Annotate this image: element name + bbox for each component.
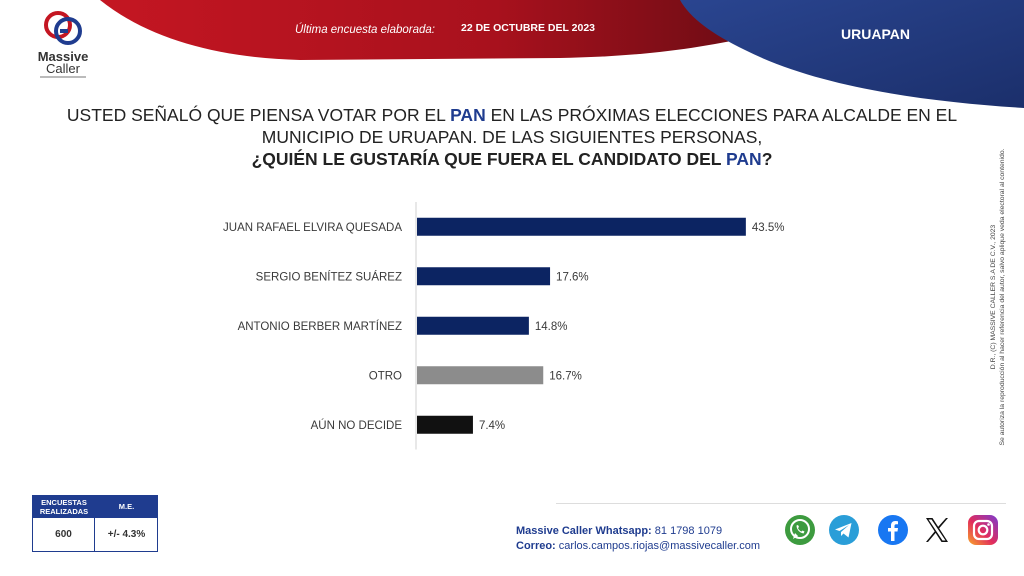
category-label: AÚN NO DECIDE <box>311 419 403 432</box>
legal-line-1: D.R., (C) MASSIVE CALLER S.A DE C.V., 20… <box>990 224 997 370</box>
legal-notice: D.R., (C) MASSIVE CALLER S.A DE C.V., 20… <box>988 112 1008 482</box>
massive-caller-logo: Massive Caller <box>28 10 98 80</box>
logo-underline <box>40 76 86 78</box>
question-line-1: USTED SEÑALÓ QUE PIENSA VOTAR POR EL PAN… <box>66 105 958 125</box>
email-contact: Correo: carlos.campos.riojas@massivecall… <box>516 540 761 552</box>
survey-question: USTED SEÑALÓ QUE PIENSA VOTAR POR EL PAN… <box>40 104 984 170</box>
whatsapp-number[interactable]: 81 1798 1079 <box>654 525 723 537</box>
bar <box>417 217 746 236</box>
logo-name-line2: Caller <box>46 61 80 76</box>
x-icon[interactable] <box>921 514 953 546</box>
party-highlight: PAN <box>726 149 762 169</box>
category-label: ANTONIO BERBER MARTÍNEZ <box>238 320 402 333</box>
stats-header-surveys: ENCUESTAS REALIZADAS <box>33 496 95 518</box>
bar <box>417 366 544 385</box>
facebook-icon[interactable] <box>877 514 909 546</box>
whatsapp-icon[interactable] <box>784 514 816 546</box>
instagram-icon[interactable] <box>967 514 999 546</box>
question-line-2: MUNICIPIO DE URUAPAN. DE LAS SIGUIENTES … <box>261 127 763 147</box>
party-highlight: PAN <box>450 105 486 125</box>
value-label: 43.5% <box>752 222 785 234</box>
red-banner <box>100 0 760 60</box>
logo-name-line1: Massive <box>37 49 89 64</box>
bar <box>417 267 551 286</box>
bar <box>417 316 529 335</box>
stats-header-margin: M.E. <box>95 496 158 518</box>
value-label: 17.6% <box>556 271 589 283</box>
survey-stats-table: ENCUESTAS REALIZADAS M.E. 600 +/- 4.3% <box>32 495 158 552</box>
survey-date-label: Última encuesta elaborada: <box>295 24 435 36</box>
category-label: JUAN RAFAEL ELVIRA QUESADA <box>223 222 402 234</box>
value-label: 16.7% <box>549 370 582 382</box>
stats-value-surveys: 600 <box>33 518 95 551</box>
footer-divider <box>556 503 1006 504</box>
telegram-icon[interactable] <box>828 514 860 546</box>
category-label: OTRO <box>369 370 402 382</box>
bar <box>417 415 473 434</box>
whatsapp-contact: Massive Caller Whatsapp: 81 1798 1079 <box>516 525 723 537</box>
city-name: URUAPAN <box>841 26 910 42</box>
stats-value-margin: +/- 4.3% <box>107 529 146 540</box>
survey-date: 22 DE OCTUBRE DEL 2023 <box>461 22 596 34</box>
contact-info: Massive Caller Whatsapp: 81 1798 1079 Co… <box>516 524 760 554</box>
category-label: SERGIO BENÍTEZ SUÁREZ <box>256 270 402 283</box>
legal-line-2: Se autoriza la reproducción al hacer ref… <box>999 148 1006 446</box>
navy-banner <box>680 0 1024 108</box>
value-label: 7.4% <box>479 420 505 432</box>
email-address[interactable]: carlos.campos.riojas@massivecaller.com <box>558 540 761 552</box>
logo-icon <box>44 11 82 45</box>
question-line-3: ¿QUIÉN LE GUSTARÍA QUE FUERA EL CANDIDAT… <box>251 149 773 169</box>
value-label: 14.8% <box>535 321 568 333</box>
